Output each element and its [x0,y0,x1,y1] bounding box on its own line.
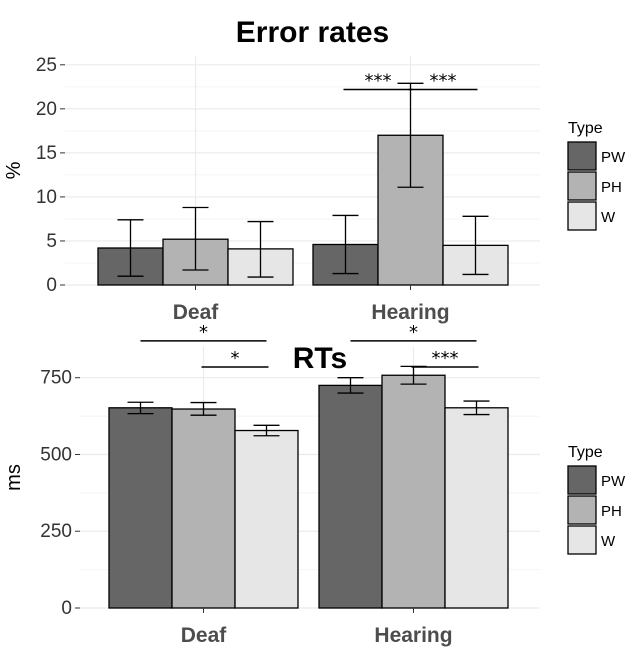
chart1-significance-label: *** [430,70,457,91]
chart1-legend-label-W: W [601,209,616,226]
chart2-y-tick-label: 500 [40,444,72,465]
chart2-x-tick-label: Hearing [374,624,452,647]
chart1-y-tick-label: 0 [46,275,57,296]
chart1-y-tick-label: 25 [36,55,57,76]
chart1-legend-swatch-PH [567,171,597,201]
chart2-significance-label: * [409,322,418,343]
chart2-bar-W-Hearing [444,407,509,609]
chart2-bar-W-Deaf [234,429,299,609]
chart1-legend-label-PW: PW [601,149,626,166]
chart2-legend-label-PW: PW [601,473,626,490]
chart2-legend-swatch-PW [567,465,597,495]
chart2-y-axis-label: ms [3,464,25,491]
chart2-legend-title: Type [568,444,603,461]
chart2-significance-label: * [231,348,240,369]
chart1-y-tick-label: 15 [36,143,57,164]
chart1-y-tick-label: 20 [36,99,57,120]
chart1-legend-swatch-W [567,201,597,231]
chart1-x-tick-label: Hearing [371,301,449,324]
chart1-title: Error rates [236,16,389,49]
chart1-y-tick-label: 10 [36,187,57,208]
chart2-bar-PH-Deaf [171,408,236,609]
chart1-y-tick-label: 5 [46,231,57,252]
chart2-y-tick-label: 750 [40,368,72,389]
chart1-y-axis-label: % [3,161,25,179]
chart2-bar-PW-Deaf [108,407,173,609]
chart2-bar-PW-Hearing [318,384,383,609]
chart2-legend-swatch-W [567,525,597,555]
chart1-legend-title: Type [568,120,603,137]
chart2-x-tick-label: Deaf [181,624,228,647]
chart2-significance-label: *** [432,348,459,369]
chart2-y-tick-label: 0 [61,598,72,619]
chart2-significance-label: * [199,322,208,343]
chart2-title: RTs [293,342,347,375]
chart1-legend-swatch-PW [567,141,597,171]
chart2-y-tick-label: 250 [40,521,72,542]
chart2-bar-PH-Hearing [381,374,446,609]
chart2-legend-label-W: W [601,533,616,550]
chart1-legend-label-PH: PH [601,179,622,196]
chart1-x-tick-label: Deaf [173,301,220,324]
chart2-legend-label-PH: PH [601,503,622,520]
chart2-legend-swatch-PH [567,495,597,525]
chart1-significance-label: *** [365,70,392,91]
